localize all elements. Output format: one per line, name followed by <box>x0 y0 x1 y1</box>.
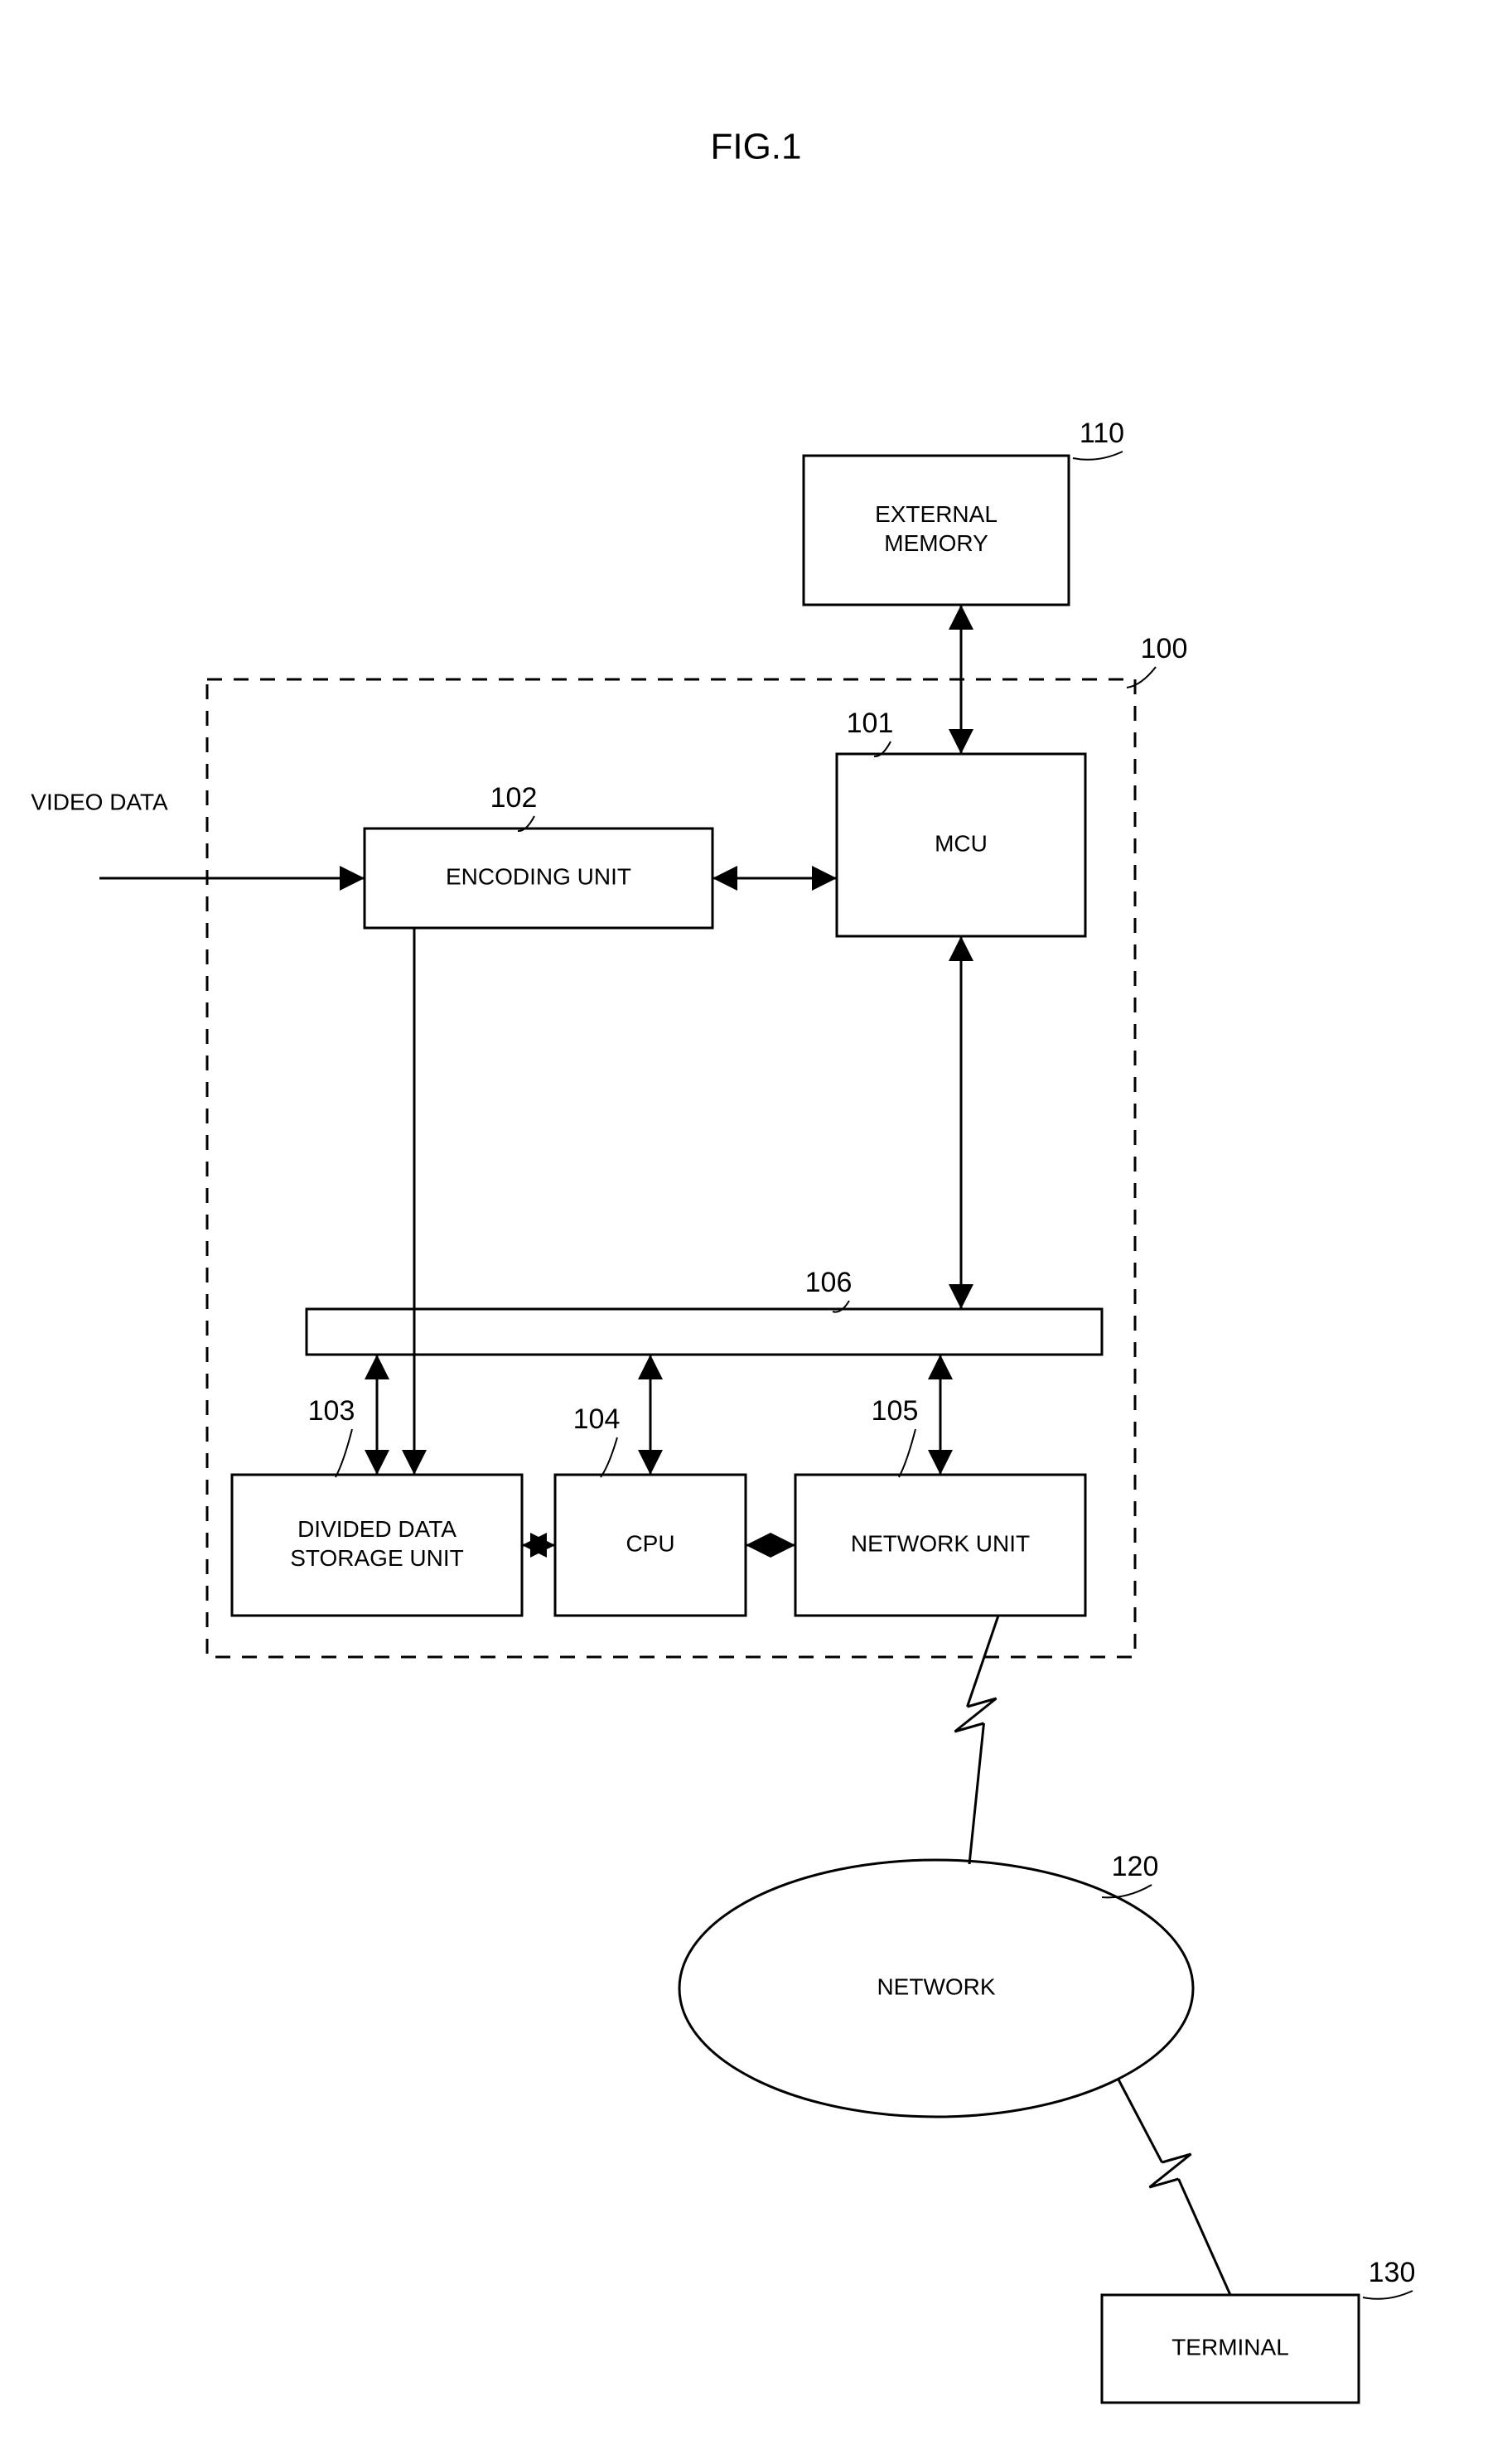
figure-title: FIG.1 <box>710 127 801 167</box>
terminal-label: TERMINAL <box>1171 2334 1289 2360</box>
cpu-ref: 104 <box>573 1403 621 1435</box>
cpu-label: CPU <box>626 1530 674 1556</box>
mcu-label: MCU <box>935 830 988 856</box>
divided-data-storage-label: DIVIDED DATA <box>297 1516 456 1542</box>
encoding-unit-ref: 102 <box>490 782 538 814</box>
encoding-unit-label: ENCODING UNIT <box>446 863 631 889</box>
bus-block <box>307 1309 1102 1355</box>
external-memory-label: EXTERNAL <box>875 501 998 527</box>
network-unit-label: NETWORK UNIT <box>851 1530 1030 1556</box>
svg-text:100: 100 <box>1141 633 1188 664</box>
external-memory-ref: 110 <box>1080 418 1124 449</box>
network-unit-ref: 105 <box>872 1395 919 1427</box>
terminal-ref: 130 <box>1369 2257 1416 2288</box>
divided-data-storage-ref: 103 <box>308 1395 355 1427</box>
mcu-ref: 101 <box>847 708 894 739</box>
svg-text:120: 120 <box>1112 1851 1159 1882</box>
network-label: NETWORK <box>877 1973 995 1999</box>
external-memory-label: MEMORY <box>884 530 988 556</box>
divided-data-storage-label: STORAGE UNIT <box>290 1545 464 1571</box>
video-data-label: VIDEO DATA <box>31 789 168 814</box>
bus-ref: 106 <box>805 1267 853 1298</box>
